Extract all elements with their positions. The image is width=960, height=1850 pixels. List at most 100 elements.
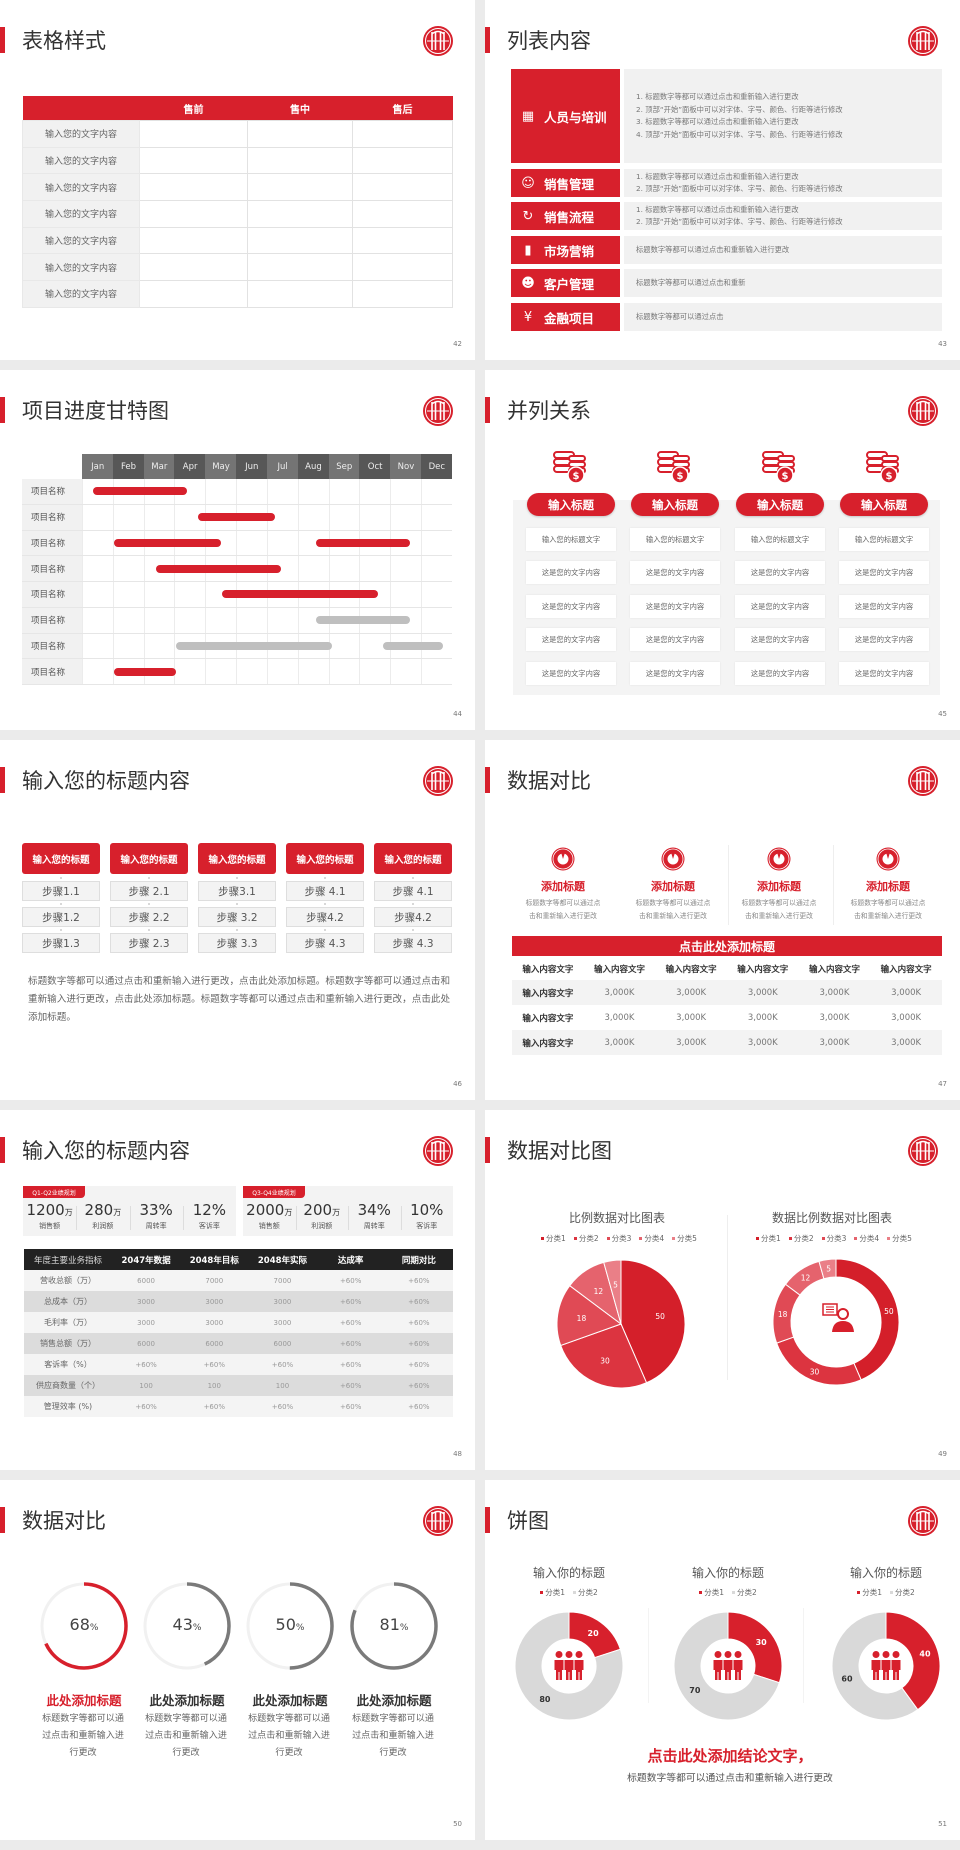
step-box[interactable]: 步骤3.1 [198, 881, 276, 901]
step-box[interactable]: 步骤1.2 [22, 907, 100, 927]
gantt-bar-planned[interactable] [316, 616, 411, 625]
legend-swatch [573, 1236, 577, 1240]
column-heading-pill[interactable]: 输入标题 [527, 493, 615, 516]
gantt-bar-active[interactable] [114, 667, 177, 676]
pie-charts: 50 30 18 12 5 50 30 18 12 5 [556, 1258, 900, 1389]
gantt-bar-active[interactable] [155, 564, 281, 573]
step-box[interactable]: 步骤 3.2 [198, 907, 276, 927]
step-box[interactable]: 步骤 4.1 [286, 881, 364, 901]
table-cell[interactable] [139, 253, 248, 282]
table-cell[interactable] [352, 146, 453, 175]
table-cell[interactable] [247, 253, 353, 282]
ring-percent: 43% [157, 1615, 217, 1637]
grid-column-line [82, 479, 83, 685]
step-box[interactable]: 步骤 3.3 [198, 933, 276, 953]
table-cell: +60% [271, 1402, 294, 1411]
feature-title: 添加标题 [651, 880, 695, 893]
step-box[interactable]: 步骤 4.3 [374, 933, 452, 953]
step-box[interactable]: 步骤 2.3 [110, 933, 188, 953]
step-box[interactable]: 步骤4.2 [286, 907, 364, 927]
page-number: 47 [938, 1080, 947, 1088]
coin-layer [777, 455, 795, 462]
list-item-header[interactable]: ↻ 销售流程 [511, 202, 620, 230]
pie-slice-分类2 [831, 1611, 919, 1721]
company-logo [423, 26, 453, 56]
conclusion-heading: 点击此处添加结论文字， [647, 1746, 813, 1765]
page-number: 43 [938, 340, 947, 348]
ring-title: 此处添加标题 [149, 1692, 225, 1708]
table-cell[interactable] [139, 280, 248, 308]
company-logo [908, 1506, 938, 1536]
list-item-header[interactable]: ¥ 金融项目 [511, 303, 620, 331]
step-column-heading[interactable]: 输入您的标题 [374, 843, 452, 874]
gantt-bar-active[interactable] [92, 487, 187, 496]
table-cell[interactable] [139, 146, 248, 175]
table-cell[interactable] [139, 226, 248, 255]
list-item-header[interactable]: ☺ 销售管理 [511, 169, 620, 197]
step-column-heading[interactable]: 输入您的标题 [22, 843, 100, 874]
table-cell[interactable] [247, 120, 353, 148]
gantt-bar-active[interactable] [114, 538, 221, 547]
table-cell[interactable] [139, 120, 248, 148]
kpi-value: 34% [348, 1201, 401, 1221]
column-cell: 这是您的文字内容 [630, 628, 720, 651]
slice-data-label: 70 [689, 1686, 701, 1695]
month-header: Nov [390, 454, 422, 479]
legend-item: 分类1 [541, 1233, 566, 1244]
title-accent-bar [0, 767, 5, 793]
grid-column-line [205, 479, 207, 685]
column-header: 售中 [247, 96, 353, 121]
table-cell[interactable] [247, 200, 353, 228]
table-cell[interactable] [139, 173, 248, 202]
gantt-bar-planned[interactable] [382, 641, 443, 650]
kpi-panel-tag: Q1-Q2业绩规划 [23, 1186, 85, 1198]
table-cell: 3,000K [747, 1012, 778, 1023]
gantt-bar-active[interactable] [222, 590, 378, 599]
table-cell[interactable] [247, 146, 353, 175]
table-cell: +60% [339, 1360, 362, 1369]
percent-unit: % [399, 1623, 409, 1633]
table-cell: 3,000K [819, 987, 850, 998]
column-cell: 这是您的文字内容 [630, 662, 720, 685]
table-cell[interactable] [352, 173, 453, 202]
list-item-header[interactable]: ☻ 客户管理 [511, 269, 620, 297]
column-heading-pill[interactable]: 输入标题 [631, 493, 719, 516]
table-cell: +60% [408, 1297, 430, 1306]
step-column-heading[interactable]: 输入您的标题 [110, 843, 188, 874]
step-box[interactable]: 步骤 4.1 [374, 881, 452, 901]
table-cell[interactable] [247, 280, 353, 308]
table-cell[interactable] [352, 120, 453, 148]
table-row: 输入内容文字 3,000K 3,000K 3,000K 3,000K 3,000K [512, 980, 942, 1005]
gantt-bar-active[interactable] [316, 538, 411, 547]
step-box[interactable]: 步骤 4.3 [286, 933, 364, 953]
table-cell[interactable] [247, 226, 353, 255]
gantt-bar-active[interactable] [197, 513, 275, 522]
row-label: 输入您的文字内容 [22, 253, 140, 282]
step-box[interactable]: 步骤 2.2 [110, 907, 188, 927]
table-cell[interactable] [352, 253, 453, 282]
slice-data-label: 18 [778, 1310, 788, 1319]
step-column-heading[interactable]: 输入您的标题 [198, 843, 276, 874]
step-column-heading[interactable]: 输入您的标题 [286, 843, 364, 874]
connector-dot [324, 903, 326, 905]
step-box[interactable]: 步骤4.2 [374, 907, 452, 927]
list-item-header[interactable]: ▦ 人员与培训 [511, 69, 620, 163]
table-cell[interactable] [352, 280, 453, 308]
step-box[interactable]: 步骤 2.1 [110, 881, 188, 901]
table-cell[interactable] [352, 226, 453, 255]
table-cell[interactable] [139, 200, 248, 228]
list-item-header[interactable]: ▮ 市场营销 [511, 236, 620, 264]
legend-label: 分类5 [677, 1233, 697, 1243]
step-box[interactable]: 步骤1.3 [22, 933, 100, 953]
person-head [575, 1651, 583, 1658]
column-heading-pill[interactable]: 输入标题 [736, 493, 824, 516]
kpi-label: 销售额 [39, 1222, 61, 1230]
column-heading-pill[interactable]: 输入标题 [840, 493, 928, 516]
icon-pie [773, 853, 785, 865]
step-box[interactable]: 步骤1.1 [22, 881, 100, 901]
slide-title: 表格样式 [22, 29, 106, 53]
table-cell[interactable] [247, 173, 353, 202]
table-cell[interactable] [352, 200, 453, 228]
gantt-bar-planned[interactable] [176, 641, 332, 650]
logo-arch [431, 1510, 445, 1515]
